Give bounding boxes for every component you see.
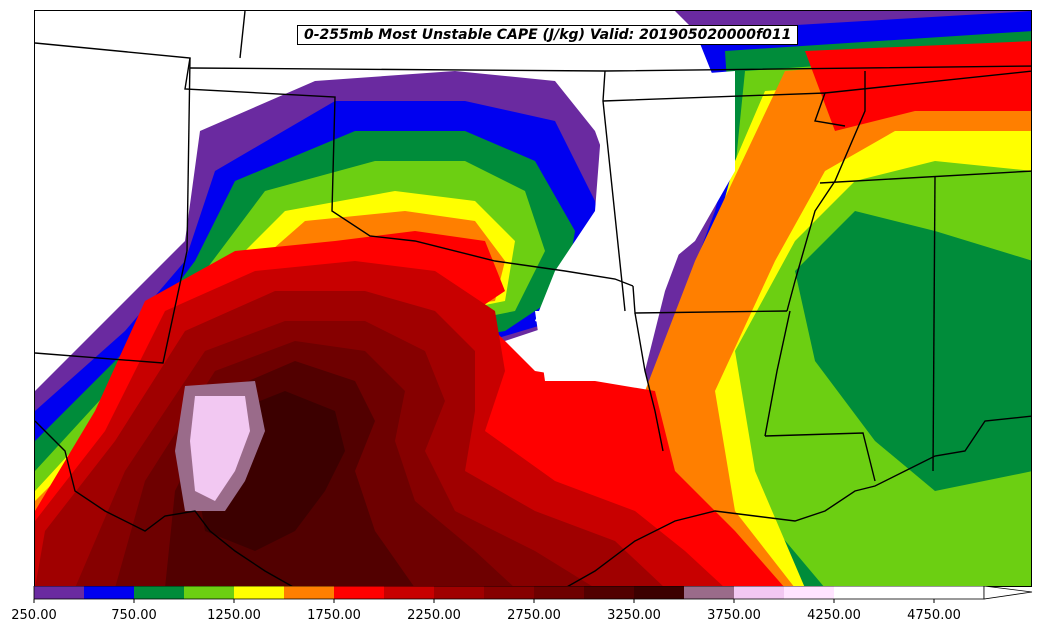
contour-gap-3: [35, 11, 335, 66]
state-border-line: [786, 71, 866, 312]
contour-gap-2: [535, 311, 635, 381]
state-border-line: [932, 175, 936, 472]
colorbar-cell: [534, 586, 585, 599]
map-panel: 0-255mb Most Unstable CAPE (J/kg) Valid:…: [34, 10, 1032, 587]
colorbar-cell: [434, 586, 485, 599]
state-border-line: [824, 70, 1031, 94]
state-border-line: [35, 250, 188, 364]
chart-title: 0-255mb Most Unstable CAPE (J/kg) Valid:…: [297, 25, 799, 45]
colorbar-cell: [634, 586, 685, 599]
colorbar-tick-label: 750.00: [111, 608, 157, 623]
colorbar-cell: [34, 586, 85, 599]
colorbar-cell: [334, 586, 385, 599]
colorbar-tick-label: 3250.00: [607, 608, 661, 623]
cape-heatmap: [35, 11, 1031, 586]
colorbar-ticks: 250.00 750.00 1250.00 1750.00 2250.00 2750.00…: [11, 599, 961, 623]
colorbar-cell: [734, 586, 785, 599]
colorbar-cell: [134, 586, 185, 599]
colorbar-tick-label: 3750.00: [707, 608, 761, 623]
state-border-line: [634, 312, 664, 452]
colorbar: 250.00 750.00 1250.00 1750.00 2250.00 2750.00…: [11, 586, 1033, 623]
colorbar-cell: [384, 586, 435, 599]
colorbar-cell: [184, 586, 235, 599]
colorbar-tick-label: 250.00: [11, 608, 57, 623]
state-border-line: [819, 170, 1031, 184]
colorbar-tick-label: 1250.00: [207, 608, 261, 623]
colorbar-tick-label: 2250.00: [407, 608, 461, 623]
state-border-line: [602, 92, 846, 127]
contour-3750: [190, 396, 250, 501]
state-border-line: [239, 11, 246, 59]
colorbar-cell: [234, 586, 285, 599]
colorbar-cell: [84, 586, 135, 599]
colorbar-cell: [884, 586, 935, 599]
colorbar-cell: [284, 586, 335, 599]
colorbar-cell: [934, 586, 985, 599]
state-border-line: [35, 42, 634, 287]
contour-1500-east: [645, 51, 1031, 586]
colorbar-cell: [684, 586, 735, 599]
colorbar-tick-label: 4750.00: [907, 608, 961, 623]
state-border-line: [764, 310, 791, 437]
boundaries: [35, 11, 1031, 586]
colorbar-tick-label: 4250.00: [807, 608, 861, 623]
colorbar-cell: [834, 586, 885, 599]
international-border: [35, 420, 293, 586]
state-border-line: [764, 432, 876, 482]
contour-1750-ne: [805, 41, 1031, 131]
colorbar-tick-label: 2750.00: [507, 608, 561, 623]
colorbar-extend-arrow: [983, 586, 1033, 600]
contour-fills: [35, 11, 1031, 586]
colorbar-cell: [484, 586, 535, 599]
colorbar-cell: [584, 586, 635, 599]
colorbar-cells: [34, 586, 985, 599]
colorbar-cell: [784, 586, 835, 599]
contour-gap-1: [535, 71, 735, 331]
coastline: [567, 415, 1031, 586]
colorbar-tick-label: 1750.00: [307, 608, 361, 623]
state-border-line: [186, 57, 191, 252]
